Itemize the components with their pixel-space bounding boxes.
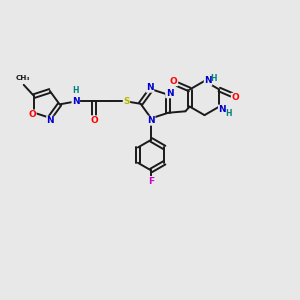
Text: CH₃: CH₃ (16, 75, 30, 81)
Text: N: N (146, 83, 154, 92)
Text: N: N (204, 76, 212, 85)
Text: N: N (166, 89, 173, 98)
Text: O: O (90, 116, 98, 125)
Text: N: N (147, 116, 155, 125)
Text: H: H (73, 86, 79, 95)
Text: N: N (218, 105, 226, 114)
Text: F: F (148, 177, 154, 186)
Text: N: N (72, 97, 80, 106)
Text: S: S (123, 97, 130, 106)
Text: O: O (28, 110, 36, 119)
Text: H: H (211, 74, 217, 82)
Text: H: H (225, 110, 231, 118)
Text: O: O (170, 77, 178, 86)
Text: O: O (231, 93, 239, 102)
Text: N: N (46, 116, 54, 125)
